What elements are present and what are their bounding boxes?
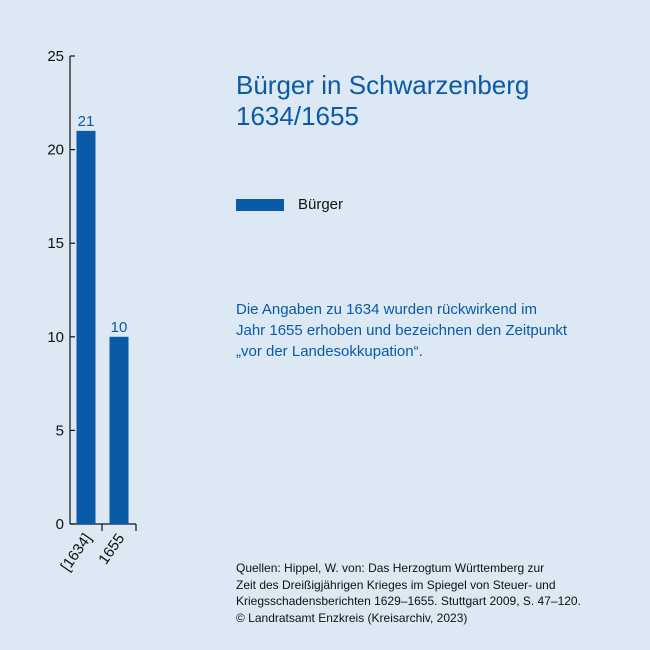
legend: Bürger xyxy=(236,196,343,213)
y-tick-label: 10 xyxy=(47,329,64,346)
x-tick-label: 1655 xyxy=(95,531,128,568)
legend-swatch xyxy=(236,198,284,211)
data-label: 21 xyxy=(78,113,95,130)
y-tick-label: 20 xyxy=(47,142,64,159)
y-tick-label: 15 xyxy=(47,235,64,252)
bar xyxy=(76,130,96,524)
bar xyxy=(109,336,129,524)
chart-title: Bürger in Schwarzenberg 1634/1655 xyxy=(236,70,616,132)
chart-note: Die Angaben zu 1634 wurden rückwirkend i… xyxy=(236,299,626,362)
sources-line-1: Quellen: Hippel, W. von: Das Herzogtum W… xyxy=(236,561,545,575)
chart-title-line-1: Bürger in Schwarzenberg xyxy=(236,70,530,100)
sources: Quellen: Hippel, W. von: Das Herzogtum W… xyxy=(236,560,636,626)
note-line-2: Jahr 1655 erhoben und bezeichnen den Zei… xyxy=(236,322,568,339)
sources-line-4: © Landratsamt Enzkreis (Kreisarchiv, 202… xyxy=(236,610,468,625)
y-tick-label: 5 xyxy=(56,422,64,439)
data-label: 10 xyxy=(111,319,128,336)
y-tick-label: 0 xyxy=(56,516,64,533)
note-line-3: „vor der Landesokkupation“. xyxy=(236,343,423,360)
chart-title-line-2: 1634/1655 xyxy=(236,101,359,131)
x-tick-label: [1634] xyxy=(57,531,95,575)
legend-label: Bürger xyxy=(298,196,344,213)
note-line-1: Die Angaben zu 1634 wurden rückwirkend i… xyxy=(236,301,538,318)
y-tick-label: 25 xyxy=(47,48,64,65)
chart-bars: 21 10 xyxy=(76,113,129,524)
sources-line-3: Kriegsschadensberichten 1629–1655. Stutt… xyxy=(236,594,581,608)
sources-line-2: Zeit des Dreißigjährigen Krieges im Spie… xyxy=(236,577,556,592)
